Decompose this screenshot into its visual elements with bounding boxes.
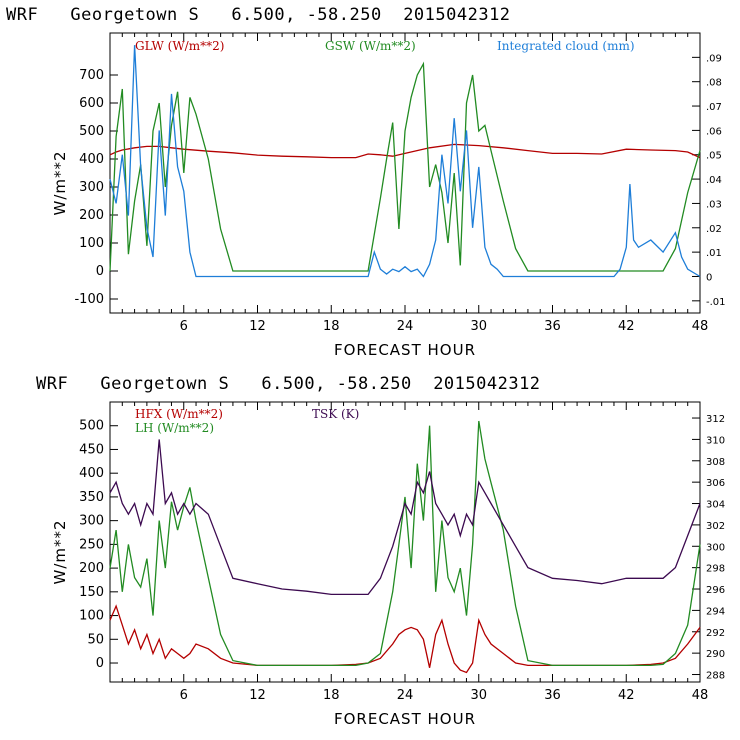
y-tick-label: 50 — [87, 632, 104, 647]
right-tick-label: .03 — [706, 199, 722, 210]
right-tick-label: .07 — [706, 102, 722, 113]
series-line-gsw — [109, 61, 701, 272]
x-tick-label: 12 — [249, 319, 266, 334]
bottom-chart-title: WRF Georgetown S 6.500, -58.250 20150423… — [36, 374, 541, 394]
series-line-integrated — [109, 45, 701, 278]
right-tick-label: 306 — [706, 478, 725, 489]
y-tick-label: 700 — [79, 68, 104, 83]
top-chart-title: WRF Georgetown S 6.500, -58.250 20150423… — [6, 5, 511, 25]
y-tick-label: -100 — [74, 292, 104, 307]
series-line-hfx — [109, 604, 701, 674]
x-tick-label: 30 — [470, 688, 487, 703]
y-tick-label: 0 — [96, 656, 104, 671]
series-line-tsk — [109, 439, 701, 596]
top-legend-cloud: Integrated cloud (mm) — [497, 39, 635, 53]
right-tick-label: 308 — [706, 457, 725, 468]
top-right-axis: -.01 0 .01 .02 .03 .04 .05 .06 .07 .08 .09 — [692, 53, 726, 308]
y-tick-label: 150 — [79, 585, 104, 600]
right-tick-label: 288 — [706, 671, 725, 682]
x-tick-label: 36 — [544, 688, 561, 703]
right-tick-label: .08 — [706, 78, 722, 89]
right-tick-label: 292 — [706, 628, 725, 639]
top-series-group — [109, 45, 701, 278]
right-tick-label: 310 — [706, 435, 725, 446]
top-chart: WRF Georgetown S 6.500, -58.250 20150423… — [6, 5, 726, 359]
series-line-glw — [109, 143, 701, 159]
y-tick-label: 500 — [79, 419, 104, 434]
right-tick-label: .06 — [706, 126, 722, 137]
x-tick-label: 18 — [323, 319, 340, 334]
y-tick-label: 300 — [79, 514, 104, 529]
right-tick-label: 300 — [706, 542, 725, 553]
x-tick-label: 36 — [544, 319, 561, 334]
x-tick-label: 48 — [692, 688, 709, 703]
top-x-axis: 6 12 18 24 30 36 42 48 — [121, 33, 709, 334]
right-tick-label: 0 — [706, 272, 712, 283]
bottom-series-group — [109, 420, 701, 674]
bottom-right-axis: 288 290 292 294 296 298 300 302 304 306 308 310 312 — [692, 414, 725, 682]
right-tick-label: .04 — [706, 175, 722, 186]
x-tick-label: 6 — [180, 319, 188, 334]
x-tick-label: 42 — [618, 688, 635, 703]
right-tick-label: 294 — [706, 606, 725, 617]
y-tick-label: 600 — [79, 96, 104, 111]
x-tick-label: 42 — [618, 319, 635, 334]
y-tick-label: 350 — [79, 490, 104, 505]
right-tick-label: 290 — [706, 649, 725, 660]
bottom-legend-tsk: TSK (K) — [312, 407, 359, 421]
top-legend-glw: GLW (W/m**2) — [135, 39, 224, 53]
right-tick-label: 304 — [706, 500, 725, 511]
series-line-lh — [109, 420, 701, 667]
y-tick-label: 200 — [79, 561, 104, 576]
x-tick-label: 12 — [249, 688, 266, 703]
bottom-legend-hfx: HFX (W/m**2) — [135, 407, 223, 421]
bottom-y-axis: 0 50 100 150 200 250 300 350 400 450 500 — [79, 419, 118, 671]
top-x-axis-label: FORECAST HOUR — [334, 341, 476, 359]
bottom-x-axis-label: FORECAST HOUR — [334, 710, 476, 728]
right-tick-label: 312 — [706, 414, 725, 425]
right-tick-label: 302 — [706, 521, 725, 532]
right-tick-label: .09 — [706, 53, 722, 64]
top-legend-gsw: GSW (W/m**2) — [325, 39, 416, 53]
right-tick-label: 298 — [706, 564, 725, 575]
y-tick-label: 400 — [79, 466, 104, 481]
right-tick-label: .01 — [706, 248, 722, 259]
right-tick-label: .02 — [706, 224, 722, 235]
right-tick-label: .05 — [706, 151, 722, 162]
bottom-legend-lh: LH (W/m**2) — [135, 421, 214, 435]
y-tick-label: 250 — [79, 537, 104, 552]
bottom-y-axis-label: W/m**2 — [51, 519, 69, 584]
x-tick-label: 30 — [470, 319, 487, 334]
y-tick-label: 100 — [79, 236, 104, 251]
x-tick-label: 6 — [180, 688, 188, 703]
right-tick-label: 296 — [706, 585, 725, 596]
y-tick-label: 450 — [79, 442, 104, 457]
x-tick-label: 24 — [397, 688, 414, 703]
right-tick-label: -.01 — [706, 297, 726, 308]
y-tick-label: 200 — [79, 208, 104, 223]
bottom-chart: WRF Georgetown S 6.500, -58.250 20150423… — [36, 374, 725, 728]
y-tick-label: 300 — [79, 180, 104, 195]
bottom-x-axis: 6 12 18 24 30 36 42 48 — [121, 402, 709, 703]
y-tick-label: 500 — [79, 124, 104, 139]
y-tick-label: 400 — [79, 152, 104, 167]
y-tick-label: 100 — [79, 609, 104, 624]
x-tick-label: 24 — [397, 319, 414, 334]
x-tick-label: 18 — [323, 688, 340, 703]
x-tick-label: 48 — [692, 319, 709, 334]
y-tick-label: 0 — [96, 264, 104, 279]
top-y-axis: -100 0 100 200 300 400 500 600 700 — [74, 68, 118, 307]
top-y-axis-label: W/m**2 — [51, 150, 69, 215]
